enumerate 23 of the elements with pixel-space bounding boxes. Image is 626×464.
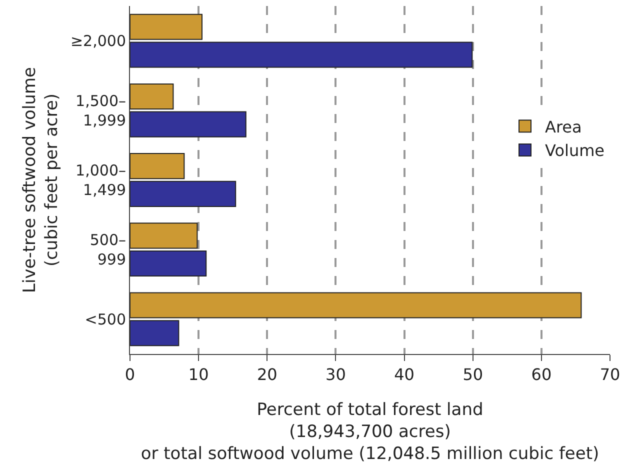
x-tick-label: 50	[462, 365, 484, 384]
bar	[130, 111, 246, 138]
x-tick-label: 10	[188, 365, 209, 384]
bar	[130, 180, 236, 207]
y-axis-title: Live-tree softwood volume (cubic feet per acre)	[20, 67, 62, 293]
y-tick-label: <500	[84, 310, 126, 328]
bar	[130, 83, 174, 110]
legend-label: Volume	[545, 141, 605, 160]
x-tick-label: 60	[531, 365, 552, 384]
x-tick-label: 30	[326, 365, 346, 384]
y-tick-label: ≥2,000	[70, 32, 126, 50]
x-tick-label: 20	[256, 365, 278, 384]
legend-label: Area	[545, 117, 582, 136]
bar	[130, 153, 185, 180]
x-axis-title: Percent of total forest land (18,943,700 acres) or total softwood volume (12,048.5 million cubic feet)	[140, 400, 600, 464]
bar	[130, 250, 207, 277]
x-tick-label: 70	[600, 365, 620, 384]
bar	[130, 222, 198, 249]
y-tick-label: 1,500–1,999	[76, 92, 126, 130]
y-tick-label: 500–999	[90, 231, 126, 269]
y-tick-label: 1,000–1,499	[76, 162, 126, 199]
x-tick-label: 0	[124, 365, 136, 384]
x-tick-label: 40	[394, 365, 414, 384]
